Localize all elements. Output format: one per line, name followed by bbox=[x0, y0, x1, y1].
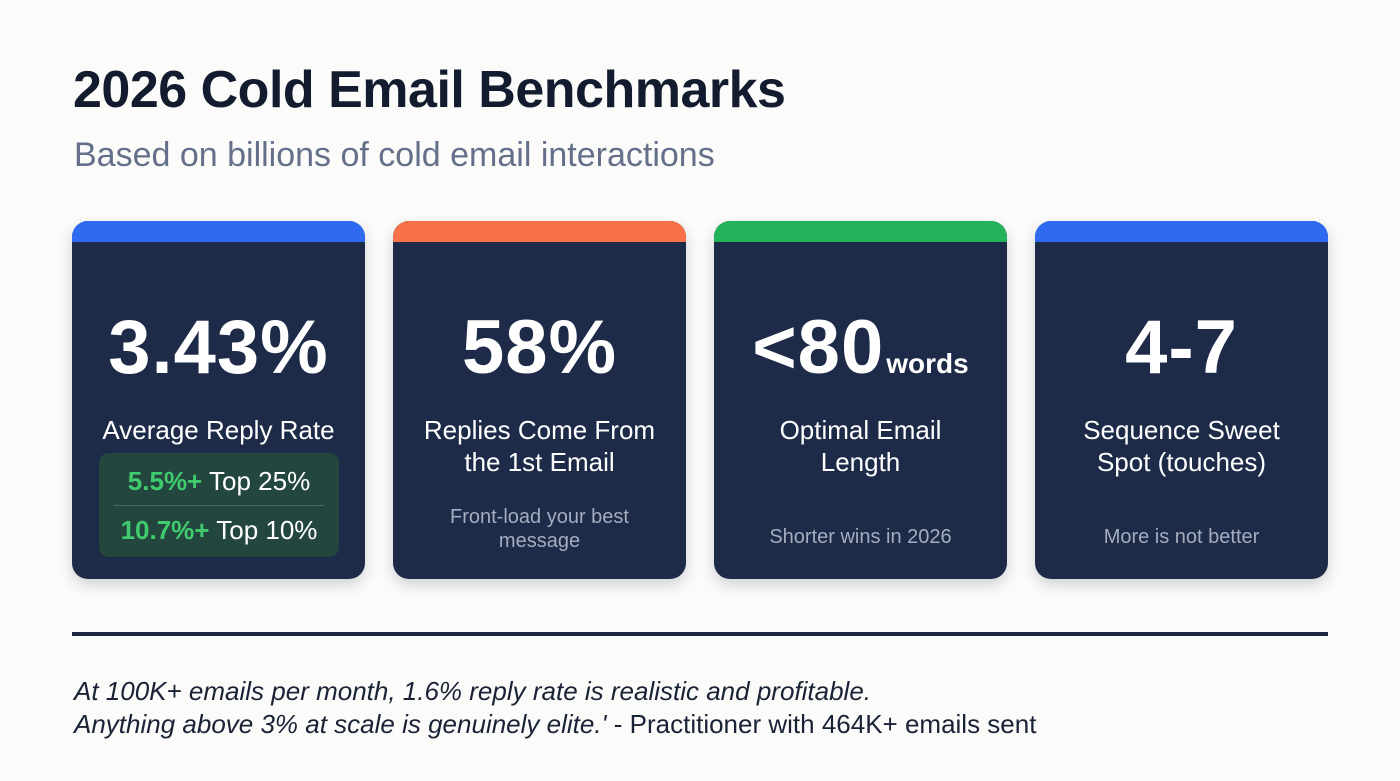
page-title: 2026 Cold Email Benchmarks bbox=[73, 61, 786, 119]
quote-line-2-wrap: Anything above 3% at scale is genuinely … bbox=[74, 708, 1036, 741]
card-accent-bar bbox=[714, 221, 1007, 242]
card-accent-bar bbox=[393, 221, 686, 242]
card-note: More is not better bbox=[1103, 526, 1260, 548]
tier-value: 10.7%+ bbox=[120, 514, 210, 545]
tier-label: Top 10% bbox=[216, 514, 318, 545]
benchmark-cards: 3.43% Average Reply Rate 5.5%+ Top 25% 1… bbox=[72, 221, 1328, 579]
tier-top-10: 10.7%+ Top 10% bbox=[121, 513, 318, 547]
quote-attribution: - Practitioner with 464K+ emails sent bbox=[606, 709, 1037, 739]
card-accent-bar bbox=[1035, 221, 1328, 242]
card-email-length: <80words Optimal Email Length Shorter wi… bbox=[714, 221, 1007, 579]
card-label: Replies Come From the 1st Email bbox=[423, 415, 656, 477]
section-divider bbox=[72, 632, 1328, 636]
tier-top-25: 5.5%+ Top 25% bbox=[128, 464, 310, 498]
card-sequence-length: 4-7 Sequence Sweet Spot (touches) More i… bbox=[1035, 221, 1328, 579]
page-subtitle: Based on billions of cold email interact… bbox=[74, 136, 715, 174]
card-average-reply-rate: 3.43% Average Reply Rate 5.5%+ Top 25% 1… bbox=[72, 221, 365, 579]
card-note: Front-load your best message bbox=[450, 506, 629, 552]
card-note: Shorter wins in 2026 bbox=[769, 526, 952, 548]
card-label: Optimal Email Length bbox=[779, 415, 942, 477]
card-value-unit: words bbox=[886, 348, 969, 379]
card-label: Sequence Sweet Spot (touches) bbox=[1083, 415, 1280, 477]
quote-line-1: At 100K+ emails per month, 1.6% reply ra… bbox=[74, 676, 872, 706]
quote-line-2: Anything above 3% at scale is genuinely … bbox=[74, 709, 607, 739]
card-value: <80words bbox=[752, 310, 968, 386]
card-value: 58% bbox=[461, 305, 618, 390]
practitioner-quote: At 100K+ emails per month, 1.6% reply ra… bbox=[74, 675, 1036, 741]
tier-box: 5.5%+ Top 25% 10.7%+ Top 10% bbox=[99, 453, 339, 557]
card-label: Average Reply Rate bbox=[102, 415, 335, 445]
card-value: 4-7 bbox=[1125, 305, 1238, 390]
card-first-email-replies: 58% Replies Come From the 1st Email Fron… bbox=[393, 221, 686, 579]
tier-divider bbox=[114, 504, 324, 506]
card-value-number: <80 bbox=[752, 305, 885, 390]
card-value: 3.43% bbox=[108, 305, 329, 390]
tier-label: Top 25% bbox=[209, 465, 311, 496]
card-accent-bar bbox=[72, 221, 365, 242]
tier-value: 5.5%+ bbox=[127, 465, 203, 496]
